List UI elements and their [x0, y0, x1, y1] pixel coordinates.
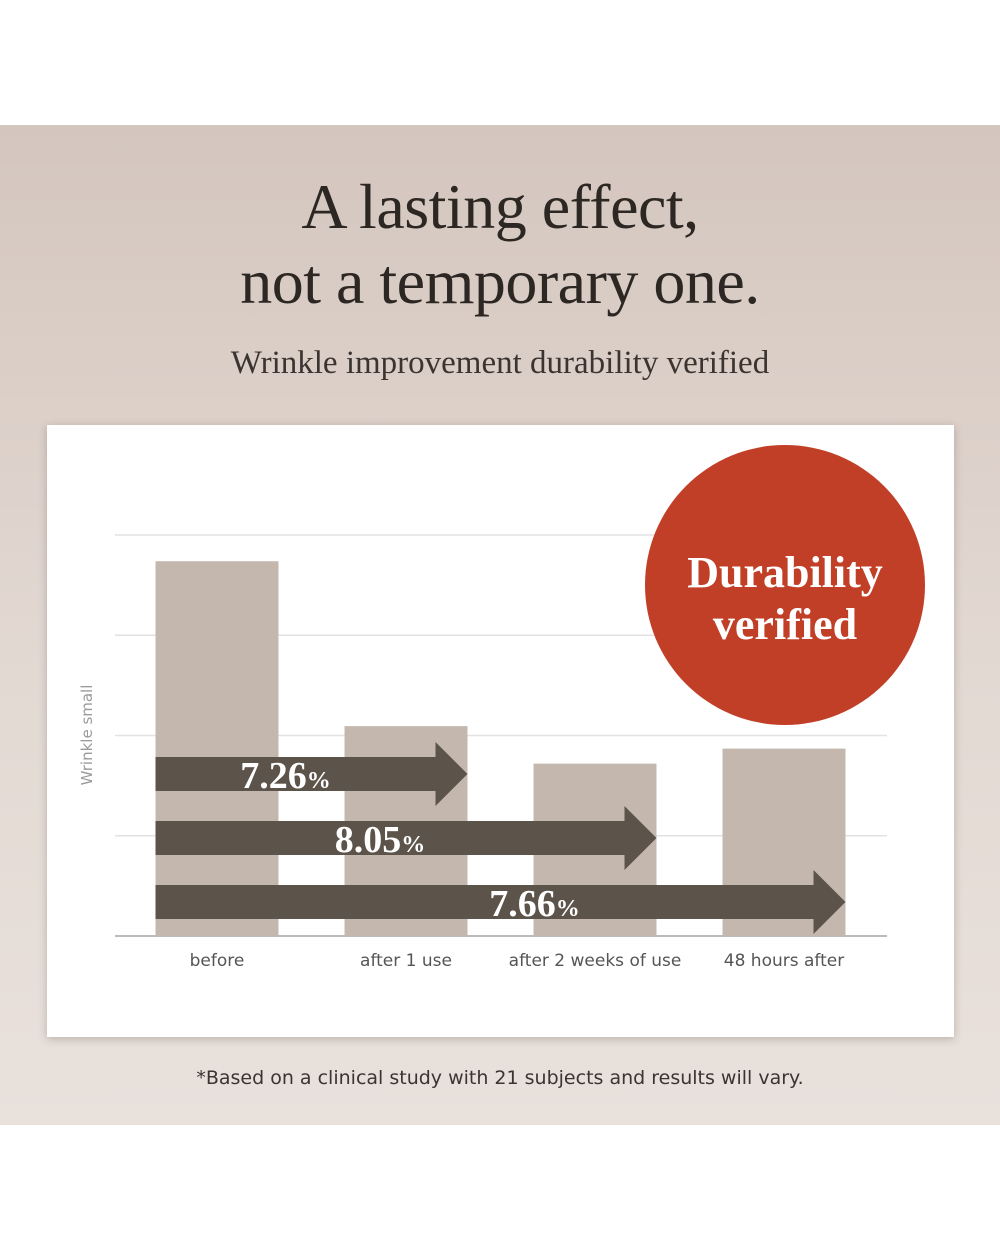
reduction-arrow	[155, 742, 468, 806]
subtitle: Wrinkle improvement durability verified	[230, 345, 770, 381]
category-label: after 2 weeks of use	[509, 951, 682, 971]
reduction-value-label: 7.66%	[489, 883, 580, 925]
reduction-arrow	[155, 806, 657, 870]
bar-chart: 7.26%8.05% 7.66% Wrinkle small before after…	[78, 445, 925, 971]
footnote: *Based on a clinical study with 21 subje…	[196, 1067, 804, 1089]
reduction-value-label: 7.26%	[240, 755, 331, 797]
chart-card: 7.26% 8.05% 7.66% Wrinkle small before after…	[47, 425, 954, 1037]
content-panel: A lasting effect, not a temporary one. W…	[0, 125, 1000, 1125]
category-label: 48 hours after	[724, 951, 844, 971]
badge-text-line-2: verified	[713, 600, 857, 649]
y-axis-label: Wrinkle small	[78, 685, 96, 786]
reduction-value-label: 8.05%	[335, 819, 426, 861]
headline-line-2: not a temporary one.	[240, 246, 760, 317]
headline-line-1: A lasting effect,	[301, 171, 699, 242]
reduction-arrow	[155, 870, 846, 934]
category-label: before	[190, 951, 245, 971]
bar	[155, 561, 279, 936]
durability-badge	[645, 445, 925, 725]
category-label: after 1 use	[360, 951, 452, 971]
badge-text-line-1: Durability	[687, 548, 883, 597]
